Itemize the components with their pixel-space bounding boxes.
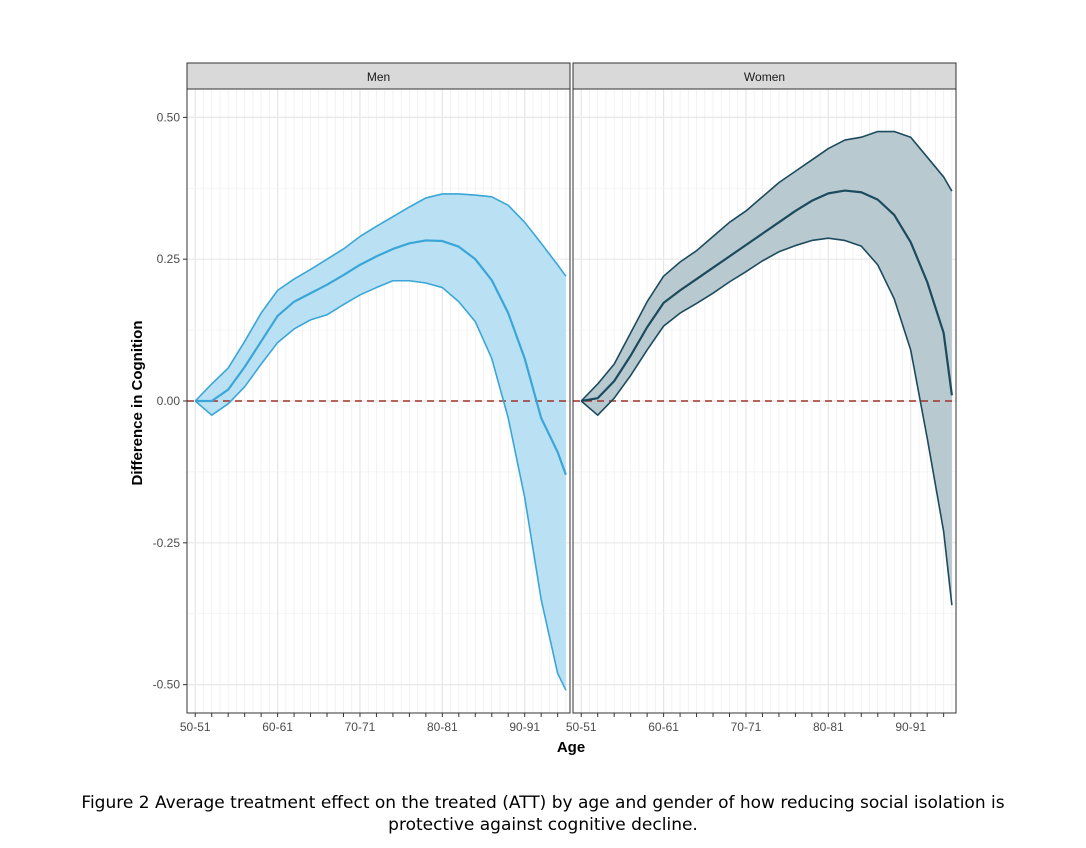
- facet-panels: Men 50-51 60-61 70-71 80-81 90-91 Women 50-51 60…: [180, 62, 957, 734]
- y-axis: 0.50 0.25 0.00 -0.25 -0.50: [153, 110, 187, 692]
- panel-men: Men 50-51 60-61 70-71 80-81 90-91: [180, 62, 571, 734]
- estimate-line: [195, 239, 567, 476]
- lower-bound-line: [580, 237, 953, 606]
- confidence-band: [581, 131, 952, 606]
- y-tick-label: 0.25: [157, 252, 181, 266]
- y-tick-label: 0.00: [157, 394, 181, 408]
- y-tick-label: -0.50: [153, 678, 181, 692]
- x-tick-label: 60-61: [262, 720, 293, 734]
- lower-bound-line: [194, 279, 567, 691]
- x-tick-label: 70-71: [731, 720, 762, 734]
- y-tick-label: 0.50: [157, 110, 181, 124]
- y-tick-label: -0.25: [153, 536, 181, 550]
- caption-line-1: Figure 2 Average treatment effect on the…: [81, 793, 1005, 813]
- x-tick-label: 70-71: [345, 720, 376, 734]
- panel-strip: [186, 62, 571, 90]
- x-tick-label: 90-91: [509, 720, 540, 734]
- caption-line-2: protective against cognitive decline.: [388, 815, 698, 835]
- figure-caption: Figure 2 Average treatment effect on the…: [0, 792, 1086, 836]
- x-tick-label: 80-81: [427, 720, 458, 734]
- x-tick-label: 60-61: [648, 720, 679, 734]
- upper-bound-line: [580, 130, 953, 402]
- x-tick-label: 80-81: [813, 720, 844, 734]
- x-tick-label: 50-51: [566, 720, 597, 734]
- x-tick-label: 90-91: [895, 720, 926, 734]
- x-tick-label: 50-51: [180, 720, 211, 734]
- x-axis-label: Age: [557, 739, 585, 756]
- estimate-line: [581, 189, 953, 403]
- panel-border: [572, 88, 957, 714]
- panel-strip-label: Women: [744, 70, 785, 84]
- panel-women: Women 50-51 60-61 70-71 80-81 90-91: [566, 62, 957, 734]
- y-axis-label: Difference in Cognition: [129, 321, 146, 486]
- panel-strip-label: Men: [367, 70, 390, 84]
- upper-bound-line: [194, 193, 567, 402]
